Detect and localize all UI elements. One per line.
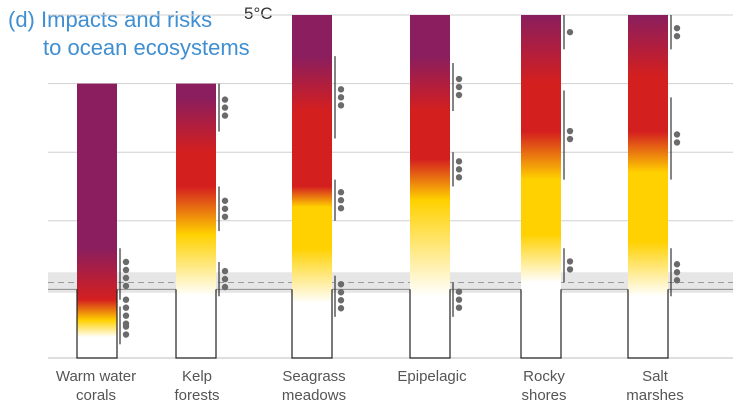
category-label-line: marshes xyxy=(626,387,684,404)
bar-outline xyxy=(627,289,669,359)
category-label-line: Rocky xyxy=(523,368,565,385)
bar-layer xyxy=(76,15,669,359)
confidence-dot xyxy=(221,96,229,103)
confidence-dot xyxy=(337,86,345,93)
bar-outline xyxy=(76,289,118,359)
confidence-dot xyxy=(337,189,345,196)
confidence-dot xyxy=(673,261,681,268)
risk-bar xyxy=(628,15,668,358)
confidence-dot xyxy=(337,305,345,312)
category-label-line: Salt xyxy=(642,368,668,385)
confidence-dot xyxy=(455,75,463,83)
confidence-dot xyxy=(673,269,681,276)
category-label-line: corals xyxy=(75,387,116,404)
bar-outline xyxy=(520,289,562,359)
confidence-dot xyxy=(673,131,681,138)
category-label-line: shores xyxy=(521,387,567,404)
category-label-line: Seagrass xyxy=(282,368,346,385)
confidence-dot xyxy=(455,288,463,295)
confidence-dot xyxy=(122,258,130,266)
confidence-dot xyxy=(221,104,229,111)
risk-bar xyxy=(77,83,117,358)
confidence-dot xyxy=(337,205,345,212)
confidence-dot xyxy=(221,205,229,212)
category-label: Seagrass meadows xyxy=(254,367,374,405)
risk-bar xyxy=(521,15,561,358)
category-label-line: forests xyxy=(174,387,220,404)
bar-outline xyxy=(409,289,451,359)
chart-title-line1: (d) Impacts and risks xyxy=(8,7,213,32)
confidence-dot xyxy=(566,258,574,265)
confidence-dot xyxy=(122,266,130,274)
category-label: Rocky shores xyxy=(484,367,604,405)
confidence-dot xyxy=(455,83,463,91)
bar-outline xyxy=(175,289,217,359)
category-label-line: Warm water xyxy=(55,368,137,385)
confidence-dot xyxy=(673,277,681,284)
y-max-label: 5°C xyxy=(244,4,273,23)
confidence-dot xyxy=(221,213,229,220)
confidence-dot xyxy=(122,274,130,282)
confidence-dot xyxy=(566,266,574,273)
risk-bar xyxy=(292,15,332,358)
confidence-dot xyxy=(673,24,681,32)
confidence-dot xyxy=(337,281,345,288)
confidence-dot xyxy=(122,296,130,303)
chart-title-line2: to ocean ecosystems xyxy=(43,35,250,60)
category-label: Kelp forests xyxy=(137,367,257,405)
confidence-dot xyxy=(455,174,463,181)
category-label: Warm water corals xyxy=(36,367,156,405)
confidence-dot xyxy=(122,304,130,311)
confidence-dot xyxy=(455,158,463,165)
confidence-dot xyxy=(221,267,229,275)
confidence-dot xyxy=(455,91,463,99)
confidence-dot xyxy=(337,94,345,101)
category-label: Salt marshes xyxy=(595,367,715,405)
confidence-dot xyxy=(337,289,345,296)
confidence-dot xyxy=(122,331,130,338)
risk-bar xyxy=(176,83,216,358)
confidence-dot xyxy=(337,297,345,304)
confidence-dot xyxy=(566,135,574,143)
confidence-layer xyxy=(119,15,681,345)
confidence-dot xyxy=(455,304,463,311)
confidence-dot xyxy=(673,32,681,40)
category-label: Epipelagic xyxy=(372,367,492,386)
confidence-dot xyxy=(673,139,681,146)
confidence-dot xyxy=(337,197,345,204)
confidence-dot xyxy=(221,112,229,119)
category-label-line: Kelp xyxy=(181,368,213,385)
confidence-dot xyxy=(455,166,463,173)
confidence-dot xyxy=(566,28,574,36)
confidence-dot xyxy=(221,197,229,204)
category-label-line: meadows xyxy=(281,387,347,404)
confidence-dot xyxy=(122,312,130,319)
category-label-line: Epipelagic xyxy=(397,368,467,385)
confidence-dot xyxy=(566,127,574,135)
confidence-dot xyxy=(122,320,130,327)
risk-bar xyxy=(410,15,450,358)
confidence-dot xyxy=(221,275,229,283)
confidence-dot xyxy=(337,102,345,109)
bar-outline xyxy=(291,289,333,359)
confidence-dot xyxy=(221,283,229,291)
confidence-dot xyxy=(122,282,130,290)
confidence-dot xyxy=(455,296,463,303)
